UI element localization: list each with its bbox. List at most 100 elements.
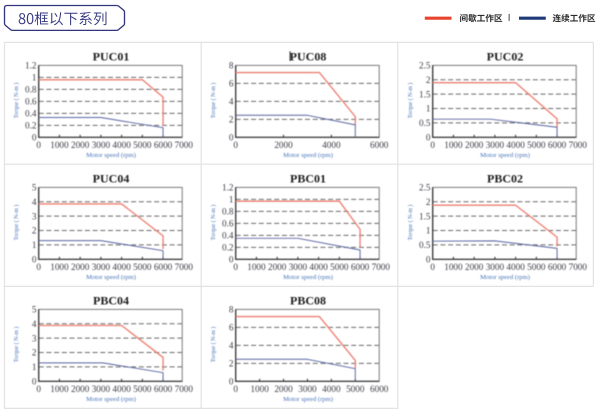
- svg-text:6000: 6000: [370, 384, 389, 394]
- svg-text:1.2: 1.2: [25, 61, 37, 71]
- svg-text:7000: 7000: [175, 384, 194, 394]
- svg-text:0: 0: [430, 140, 435, 150]
- svg-text:3000: 3000: [92, 262, 111, 272]
- svg-text:1: 1: [32, 73, 37, 83]
- svg-text:4000: 4000: [309, 262, 328, 272]
- svg-text:6000: 6000: [154, 262, 173, 272]
- svg-text:1: 1: [426, 104, 431, 114]
- svg-text:5000: 5000: [133, 140, 152, 150]
- svg-text:0: 0: [229, 255, 234, 265]
- svg-text:0.6: 0.6: [25, 97, 37, 107]
- svg-text:1.5: 1.5: [419, 211, 431, 221]
- svg-text:1000: 1000: [50, 384, 69, 394]
- svg-text:6000: 6000: [370, 140, 389, 150]
- svg-text:Torque ( N-m ): Torque ( N-m ): [407, 205, 414, 241]
- svg-text:8: 8: [229, 305, 234, 315]
- svg-text:1.5: 1.5: [419, 89, 431, 99]
- svg-text:5: 5: [32, 183, 37, 193]
- svg-text:Motor speed (rpm): Motor speed (rpm): [283, 274, 333, 281]
- svg-text:0: 0: [36, 384, 41, 394]
- svg-text:4: 4: [32, 319, 37, 329]
- svg-text:1000: 1000: [247, 262, 266, 272]
- svg-text:4: 4: [32, 197, 37, 207]
- svg-text:0: 0: [229, 377, 234, 387]
- svg-text:PUC01: PUC01: [93, 49, 130, 63]
- svg-text:4000: 4000: [112, 262, 131, 272]
- svg-text:2000: 2000: [268, 262, 287, 272]
- svg-text:1000: 1000: [444, 262, 463, 272]
- svg-text:0.8: 0.8: [25, 85, 37, 95]
- svg-text:5000: 5000: [346, 384, 365, 394]
- svg-text:Motor speed (rpm): Motor speed (rpm): [480, 274, 530, 281]
- svg-text:PBC01: PBC01: [290, 171, 326, 185]
- svg-text:0: 0: [229, 133, 234, 143]
- svg-text:0.2: 0.2: [25, 121, 37, 131]
- svg-text:2: 2: [229, 115, 234, 125]
- svg-text:3000: 3000: [298, 384, 317, 394]
- svg-text:0: 0: [430, 262, 435, 272]
- svg-text:Motor speed (rpm): Motor speed (rpm): [283, 396, 333, 403]
- svg-text:PUC08: PUC08: [290, 49, 327, 63]
- svg-text:1: 1: [32, 240, 37, 250]
- svg-text:0.4: 0.4: [25, 109, 37, 119]
- svg-text:2000: 2000: [465, 140, 484, 150]
- svg-text:0.8: 0.8: [222, 207, 234, 217]
- svg-text:2000: 2000: [71, 140, 90, 150]
- svg-text:5000: 5000: [330, 262, 349, 272]
- svg-text:2: 2: [426, 197, 431, 207]
- svg-text:1: 1: [32, 362, 37, 372]
- svg-text:PUC04: PUC04: [93, 171, 130, 185]
- svg-text:3000: 3000: [92, 384, 111, 394]
- svg-text:5: 5: [32, 305, 37, 315]
- svg-text:3000: 3000: [486, 140, 505, 150]
- svg-text:Torque ( N-m ): Torque ( N-m ): [13, 205, 20, 241]
- svg-text:4000: 4000: [322, 140, 341, 150]
- svg-text:2000: 2000: [71, 384, 90, 394]
- svg-text:5000: 5000: [527, 140, 546, 150]
- svg-text:5000: 5000: [527, 262, 546, 272]
- svg-text:4000: 4000: [112, 140, 131, 150]
- svg-text:0: 0: [233, 140, 238, 150]
- svg-text:4000: 4000: [506, 140, 525, 150]
- svg-text:2000: 2000: [274, 140, 293, 150]
- svg-text:0: 0: [32, 133, 37, 143]
- svg-text:2000: 2000: [465, 262, 484, 272]
- svg-text:Torque ( N-m ): Torque ( N-m ): [13, 83, 20, 119]
- svg-text:3000: 3000: [92, 140, 111, 150]
- svg-text:Motor speed (rpm): Motor speed (rpm): [86, 274, 136, 281]
- svg-text:6000: 6000: [548, 262, 567, 272]
- svg-text:7000: 7000: [175, 140, 194, 150]
- svg-text:2: 2: [426, 75, 431, 85]
- svg-text:6: 6: [229, 323, 234, 333]
- svg-text:8: 8: [229, 61, 234, 71]
- svg-text:7000: 7000: [372, 262, 391, 272]
- svg-text:Torque ( N-m ): Torque ( N-m ): [210, 83, 217, 119]
- svg-text:7000: 7000: [175, 262, 194, 272]
- svg-text:6000: 6000: [351, 262, 370, 272]
- svg-text:1.2: 1.2: [222, 183, 234, 193]
- svg-text:6: 6: [229, 79, 234, 89]
- svg-text:Torque ( N-m ): Torque ( N-m ): [210, 327, 217, 363]
- svg-text:1: 1: [229, 195, 234, 205]
- svg-text:0: 0: [36, 140, 41, 150]
- svg-text:PBC02: PBC02: [487, 171, 523, 185]
- svg-text:2.5: 2.5: [419, 183, 431, 193]
- svg-text:1000: 1000: [250, 384, 269, 394]
- svg-text:4: 4: [229, 341, 234, 351]
- svg-text:6000: 6000: [154, 384, 173, 394]
- svg-text:4: 4: [229, 97, 234, 107]
- svg-text:2: 2: [32, 226, 37, 236]
- svg-text:0.5: 0.5: [419, 118, 431, 128]
- svg-text:0.5: 0.5: [419, 240, 431, 250]
- svg-text:2: 2: [32, 348, 37, 358]
- svg-text:0.4: 0.4: [222, 231, 234, 241]
- svg-text:7000: 7000: [569, 262, 588, 272]
- svg-text:Motor speed (rpm): Motor speed (rpm): [480, 152, 530, 159]
- svg-text:2000: 2000: [274, 384, 293, 394]
- svg-text:3: 3: [32, 211, 37, 221]
- svg-text:0: 0: [233, 262, 238, 272]
- svg-text:4000: 4000: [112, 384, 131, 394]
- svg-text:5000: 5000: [133, 262, 152, 272]
- svg-text:Torque ( N-m ): Torque ( N-m ): [407, 83, 414, 119]
- svg-text:2: 2: [229, 359, 234, 369]
